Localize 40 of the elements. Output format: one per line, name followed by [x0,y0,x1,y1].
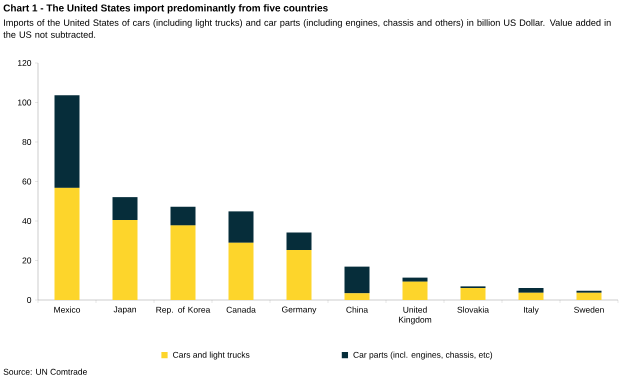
x-tick-label: Italy [524,306,539,314]
chart-title: Chart 1 - The United States import predominantly from five countries [4,4,328,14]
x-tick-label: United Kingdom [398,306,432,324]
bar [112,220,138,300]
bar [112,197,138,220]
bar [518,292,544,300]
x-tick-label: Rep. of Korea [156,306,210,314]
x-tick-label: Germany [282,306,316,314]
source-note: Source: UN Comtrade [4,368,87,375]
bar [170,206,196,226]
bar [460,288,486,300]
y-tick-label: 40 [22,218,32,224]
x-tick-label: Canada [226,306,256,313]
legend-label: Cars and light trucks [173,352,250,360]
bar [170,225,196,300]
chart-subtitle: Imports of the United States of cars (including light trucks) and car parts (including engines, chassis and others) in billion US Dollar. Value added in the US not subtracted. [3,19,611,38]
y-tick-label: 120 [18,60,32,66]
bar [402,282,428,300]
bar [344,266,370,294]
bar [402,278,428,282]
x-tick-label: China [346,306,368,313]
legend-label: Car parts (incl. engines, chassis, etc) [353,352,492,360]
y-tick-label: 20 [22,258,32,264]
y-tick-label: 80 [22,139,32,145]
bar [228,211,254,243]
y-tick-label: 60 [22,178,32,184]
bar [54,95,80,188]
bar [228,242,254,300]
bar [54,188,80,300]
bar [518,288,544,293]
x-tick-label: Sweden [574,306,604,313]
bar [344,293,370,300]
x-tick-label: Mexico [54,306,80,313]
bar [576,292,602,300]
bar [286,250,312,300]
y-tick-label: 100 [18,100,32,106]
y-tick-label: 0 [27,297,32,303]
bar [286,232,312,250]
x-tick-label: Japan [114,306,136,314]
x-tick-label: Slovakia [457,306,489,313]
